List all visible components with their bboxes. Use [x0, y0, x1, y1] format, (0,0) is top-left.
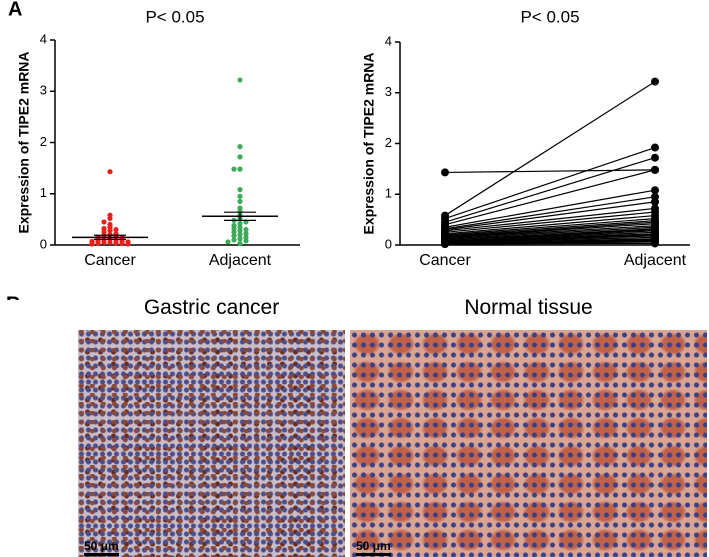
y-tick-label: 1 — [40, 185, 47, 200]
data-point — [237, 154, 243, 160]
pair-line — [444, 157, 656, 223]
data-point — [113, 240, 119, 246]
pair-line — [444, 231, 656, 242]
data-point — [243, 227, 249, 233]
pair-line — [444, 189, 656, 228]
panel-a: A B 0 1 2 3 4 Cancer Adjacent Expression of TIP… — [6, 0, 690, 300]
data-point — [237, 205, 243, 211]
pair-line — [444, 218, 656, 236]
pair-line — [444, 81, 656, 217]
data-point — [651, 165, 659, 174]
data-point — [89, 241, 95, 247]
scale-bar: 50 μm — [84, 539, 119, 556]
data-point — [231, 229, 237, 235]
data-point — [651, 143, 659, 152]
pair-line — [444, 226, 656, 240]
data-point — [107, 239, 113, 246]
pair-line — [444, 221, 656, 238]
pair-line — [444, 211, 656, 233]
data-point — [237, 77, 243, 83]
y-tick-label: 4 — [385, 33, 392, 48]
x-tick-label: Adjacent — [209, 252, 272, 269]
data-point — [225, 239, 231, 245]
micrograph: 50 μm — [78, 330, 345, 557]
pair-line — [444, 229, 656, 241]
scale-bar: 50 μm — [356, 539, 391, 556]
data-point — [651, 77, 659, 86]
data-point — [231, 237, 237, 243]
data-point — [243, 238, 249, 244]
pair-line — [444, 223, 656, 238]
data-point — [119, 240, 125, 247]
x-tick-label: Cancer — [84, 252, 136, 269]
annotation: P< 0.05 — [145, 7, 204, 26]
pair-line — [444, 146, 656, 220]
data-point — [237, 236, 243, 242]
data-point — [237, 232, 243, 238]
y-tick-label: 1 — [385, 186, 392, 201]
y-tick-label: 3 — [40, 83, 47, 98]
data-point — [243, 234, 249, 240]
data-point — [237, 193, 243, 199]
data-point — [651, 186, 659, 195]
data-point — [107, 228, 113, 234]
pair-line — [444, 169, 656, 174]
data-point — [237, 240, 243, 247]
pair-line — [444, 242, 656, 245]
y-tick-label: 0 — [40, 236, 47, 251]
data-point — [651, 197, 659, 206]
pair-line — [444, 214, 656, 235]
y-tick-label: 2 — [40, 134, 47, 149]
data-point — [237, 228, 243, 234]
data-point — [651, 153, 659, 162]
data-point — [107, 224, 113, 230]
pair-line — [444, 207, 656, 232]
pair-line — [444, 220, 656, 237]
y-tick-label: 4 — [40, 31, 47, 46]
data-point — [101, 239, 107, 246]
data-point — [101, 219, 107, 225]
pair-line — [444, 236, 656, 244]
data-point — [237, 144, 243, 150]
data-point — [243, 231, 249, 237]
x-tick-label: Adjacent — [624, 252, 687, 269]
data-point — [125, 241, 131, 247]
data-point — [441, 168, 449, 177]
data-point — [237, 198, 243, 205]
data-point — [231, 226, 237, 232]
x-tick-label: Cancer — [419, 252, 471, 269]
pair-line — [444, 225, 656, 239]
annotation: P< 0.05 — [520, 7, 579, 26]
data-point — [95, 240, 101, 247]
data-point — [231, 166, 237, 172]
data-point — [101, 226, 107, 232]
data-point — [113, 227, 119, 233]
image-title: Normal tissue — [464, 296, 593, 319]
micrograph: 50 μm — [350, 330, 707, 557]
data-point — [237, 224, 243, 230]
y-tick-label: 2 — [385, 135, 392, 150]
pair-line — [444, 196, 656, 230]
image-title: Gastric cancer — [143, 296, 280, 319]
y-tick-label: 3 — [385, 84, 392, 99]
pair-line — [444, 169, 656, 226]
panel-label: B — [6, 293, 20, 300]
data-point — [107, 215, 113, 221]
data-point — [651, 239, 659, 248]
pair-line — [444, 201, 656, 231]
data-point — [237, 187, 243, 193]
axis-label: Expression of TIPE2 mRNA — [16, 51, 32, 233]
data-point — [101, 229, 107, 235]
data-point — [237, 220, 243, 227]
panel-label: A — [8, 0, 22, 20]
data-point — [237, 166, 243, 172]
data-point — [231, 233, 237, 239]
y-tick-label: 0 — [385, 236, 392, 251]
data-point — [441, 239, 449, 248]
data-point — [107, 169, 113, 175]
axis-label: Expression of TIPE2 mRNA — [361, 52, 377, 234]
